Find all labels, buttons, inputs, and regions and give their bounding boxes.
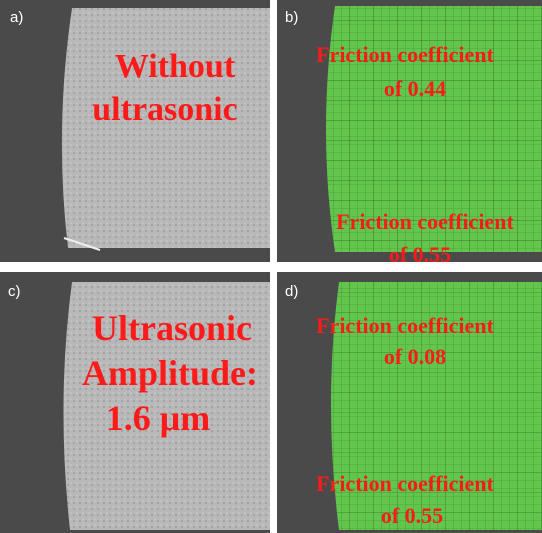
overlay-text: of 0.55 xyxy=(389,242,451,267)
overlay-text: Friction coefficient xyxy=(316,42,494,67)
overlay-text: Friction coefficient xyxy=(316,313,494,338)
overlay-text: Amplitude: xyxy=(82,353,258,393)
panel-a: a) Without ultrasonic xyxy=(0,0,270,262)
overlay-text: Friction coefficient xyxy=(336,209,514,234)
overlay-text: Without xyxy=(115,48,236,85)
overlay-text: 1.6 μm xyxy=(106,398,210,438)
overlay-text: Friction coefficient xyxy=(316,471,494,496)
overlay-text: of 0.44 xyxy=(384,76,446,101)
panel-label: a) xyxy=(10,9,23,26)
overlay-text: ultrasonic xyxy=(92,91,237,128)
overlay-text: of 0.55 xyxy=(381,503,443,528)
panel-d: d) Friction coefficient of 0.08 Friction… xyxy=(277,272,542,533)
panel-c: c) Ultrasonic Amplitude: 1.6 μm xyxy=(0,272,270,533)
overlay-text: of 0.08 xyxy=(384,344,446,369)
panel-label: c) xyxy=(8,283,21,300)
panel-label: b) xyxy=(285,9,298,26)
panel-label: d) xyxy=(285,283,298,300)
overlay-text: Ultrasonic xyxy=(92,308,252,348)
figure: a) Without ultrasonic b) Friction coeffi… xyxy=(0,0,542,533)
panel-b: b) Friction coefficient of 0.44 Friction… xyxy=(277,0,542,267)
